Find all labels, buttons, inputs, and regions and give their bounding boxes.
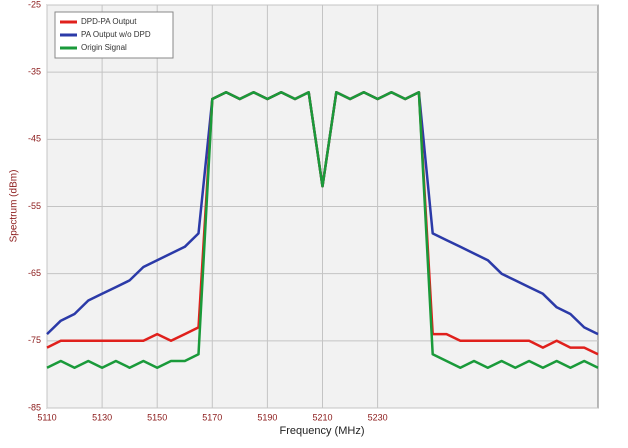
- legend-label: PA Output w/o DPD: [81, 30, 151, 39]
- y-tick-label: -75: [28, 335, 41, 345]
- legend: DPD-PA Output PA Output w/o DPD Origin Sig…: [54, 11, 174, 59]
- y-tick-label: -55: [28, 201, 41, 211]
- series-line: [46, 91, 599, 369]
- y-tick-label: -45: [28, 134, 41, 144]
- x-tick-label: 5190: [257, 412, 277, 422]
- x-tick-label: 5110: [37, 412, 56, 422]
- x-axis-label: Frequency (MHz): [280, 425, 365, 437]
- x-tick-label: 5150: [147, 412, 167, 422]
- legend-label: Origin Signal: [81, 43, 127, 52]
- y-tick-label: -35: [28, 67, 41, 77]
- y-tick-label: -65: [28, 268, 41, 278]
- x-tick-label: 5230: [368, 412, 388, 422]
- y-tick-label: -25: [28, 0, 41, 9]
- x-tick-label: 5210: [312, 412, 332, 422]
- x-tick-label: 5170: [202, 412, 222, 422]
- legend-label: DPD-PA Output: [81, 17, 137, 26]
- x-tick-label: 5130: [92, 412, 112, 422]
- y-tick-label: -85: [28, 402, 41, 412]
- y-axis-label: Spectrum (dBm): [9, 170, 20, 243]
